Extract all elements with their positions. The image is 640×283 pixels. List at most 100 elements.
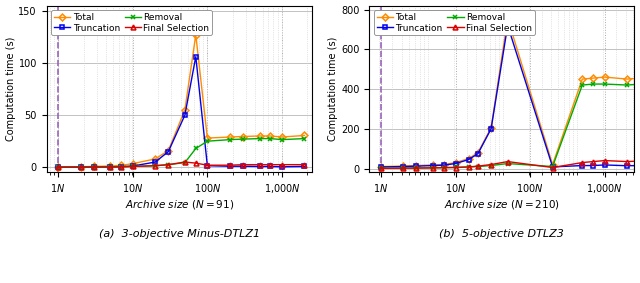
Line: Final Selection: Final Selection — [378, 158, 640, 171]
Truncation — [239, 164, 247, 168]
Line: Total: Total — [56, 32, 307, 170]
Truncation — [548, 165, 556, 169]
Total — [589, 76, 597, 80]
Total — [54, 165, 62, 169]
Truncation — [601, 163, 609, 167]
Line: Truncation: Truncation — [56, 54, 307, 170]
Removal — [377, 166, 385, 170]
Removal — [54, 166, 62, 169]
Removal — [90, 165, 97, 169]
Removal — [413, 166, 420, 170]
Truncation — [504, 24, 511, 27]
Removal — [579, 83, 586, 87]
Total — [151, 157, 159, 161]
Removal — [601, 82, 609, 86]
Total — [267, 134, 275, 138]
Final Selection — [474, 164, 482, 168]
Removal — [151, 164, 159, 168]
Truncation — [278, 165, 286, 168]
Total — [164, 149, 172, 152]
Total — [474, 151, 482, 154]
Line: Total: Total — [378, 16, 640, 169]
Final Selection — [192, 161, 200, 165]
Truncation — [465, 158, 472, 161]
Removal — [548, 165, 556, 168]
Final Selection — [54, 166, 62, 169]
Truncation — [255, 165, 263, 168]
Final Selection — [226, 164, 234, 167]
Line: Final Selection: Final Selection — [56, 160, 307, 170]
Truncation — [267, 165, 275, 168]
Total — [90, 165, 97, 168]
Removal — [623, 83, 631, 87]
Total — [106, 164, 114, 168]
Line: Truncation: Truncation — [378, 23, 640, 169]
Truncation — [117, 165, 125, 168]
Truncation — [181, 113, 189, 117]
Final Selection — [239, 163, 247, 166]
Truncation — [90, 165, 97, 169]
Truncation — [129, 164, 136, 168]
Total — [452, 161, 460, 164]
Total — [192, 33, 200, 37]
Total — [399, 164, 407, 168]
Removal — [440, 166, 448, 169]
Total — [440, 163, 448, 166]
Total — [255, 134, 263, 138]
Total — [239, 135, 247, 138]
Removal — [474, 165, 482, 168]
Total — [623, 77, 631, 81]
Removal — [487, 164, 495, 167]
Truncation — [204, 164, 211, 168]
Final Selection — [301, 163, 308, 166]
Final Selection — [255, 163, 263, 166]
X-axis label: Archive size $(N = 91)$: Archive size $(N = 91)$ — [125, 198, 234, 211]
Truncation — [474, 152, 482, 155]
Final Selection — [77, 166, 84, 169]
Total — [487, 126, 495, 130]
Removal — [465, 165, 472, 169]
Removal — [267, 137, 275, 140]
Truncation — [440, 164, 448, 167]
Removal — [278, 138, 286, 141]
Final Selection — [204, 164, 211, 167]
Removal — [637, 82, 640, 86]
Truncation — [377, 165, 385, 169]
Removal — [239, 138, 247, 141]
Removal — [77, 166, 84, 169]
Total — [548, 163, 556, 166]
Total — [465, 157, 472, 160]
Removal — [106, 165, 114, 169]
Truncation — [623, 164, 631, 168]
Truncation — [452, 162, 460, 165]
Truncation — [226, 164, 234, 168]
Total — [301, 134, 308, 137]
Removal — [255, 137, 263, 140]
Final Selection — [151, 164, 159, 168]
Total — [579, 77, 586, 81]
Truncation — [589, 164, 597, 167]
Final Selection — [623, 160, 631, 163]
Legend: Total, Truncation, Removal, Final Selection: Total, Truncation, Removal, Final Select… — [51, 10, 212, 35]
Total — [413, 164, 420, 167]
Final Selection — [487, 163, 495, 166]
Total — [637, 76, 640, 80]
Truncation — [637, 164, 640, 167]
Final Selection — [377, 167, 385, 170]
Final Selection — [452, 166, 460, 169]
Final Selection — [504, 160, 511, 163]
Total — [226, 135, 234, 139]
Removal — [192, 147, 200, 150]
Removal — [226, 138, 234, 141]
Truncation — [151, 160, 159, 164]
Truncation — [192, 55, 200, 58]
Removal — [452, 166, 460, 169]
Final Selection — [589, 160, 597, 163]
Total — [129, 162, 136, 165]
Final Selection — [106, 165, 114, 169]
Truncation — [579, 164, 586, 167]
Final Selection — [278, 163, 286, 166]
Final Selection — [399, 166, 407, 170]
Title: (a)  3-objective Minus-DTLZ1: (a) 3-objective Minus-DTLZ1 — [99, 229, 260, 239]
Final Selection — [440, 166, 448, 170]
